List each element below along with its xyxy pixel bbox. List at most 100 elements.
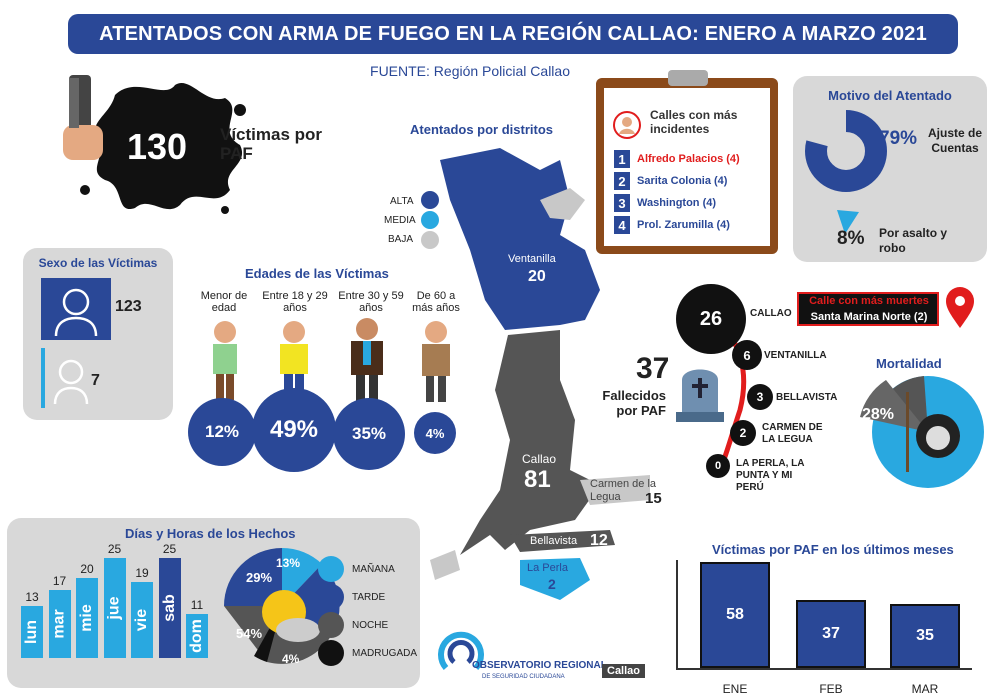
day-bar-dom: dom [186,614,208,658]
youth-figure-icon [272,318,316,408]
day-bar-mar: mar [48,590,71,658]
day-value-lun: 13 [25,590,39,604]
motivo-pct-1: 8% [837,228,865,249]
fall-dot-4: 0 [706,454,730,478]
hours-legend-2: NOCHE [318,612,388,638]
logo-name: OBSERVATORIO REGIONAL [472,660,607,671]
tombstone-icon [672,358,728,429]
fall-label-3: CARMEN DE LA LEGUA [762,422,823,445]
calles-clipboard [596,70,778,254]
fall-dot-1: 6 [732,340,762,370]
elder-figure-icon [416,318,456,408]
person-pin-icon [612,110,642,145]
logo-sub: DE SEGURIDAD CIUDADANA [482,674,565,680]
bar-label-ene: ENE [722,682,748,696]
fall-label-0: CALLAO [750,308,792,319]
adult-figure-icon [345,315,389,408]
district-name-callao: Callao [522,452,557,466]
motivo-label-0: Ajuste de Cuentas [927,126,982,155]
day-bar-mie: mie [76,578,98,658]
mortalidad-pct: 28% [862,406,895,423]
mortalidad-pie [856,372,986,497]
bar-label-mar: MAR [911,682,939,696]
day-value-jue: 25 [107,542,122,556]
calles-list: 1 Alfredo Palacios (4) 2 Sarita Colonia (4… [614,148,740,236]
distritos-title: Atentados por distritos [410,122,554,137]
day-bar-vie: vie [131,582,153,658]
dias-title: Días y Horas de los Hechos [125,526,296,541]
motivo-label-1: Por asalto y robo [879,226,948,255]
motivo-donut [801,106,891,201]
calles-title: Calles con más incidentes [650,108,738,136]
logo-tag: Callao [602,664,646,678]
fallecidos-label: Fallecidos por PAF [602,388,666,418]
day-value-vie: 19 [135,566,149,580]
district-value-carmen: 15 [645,490,662,507]
day-value-dom: 11 [190,598,204,612]
day-bar-sab: sab [158,558,181,658]
gun-splash-icon [55,70,255,220]
victims-label: Víctimas por PAF [220,125,323,163]
age-pct-2: 35% [333,398,405,470]
bar-label-feb: FEB [819,682,843,696]
fall-label-1: VENTANILLA [764,350,827,361]
bar-feb: 37 [796,600,866,668]
district-value-laperla: 2 [548,576,556,592]
district-name-ventanilla: Ventanilla [508,253,556,265]
age-label-1: Entre 18 y 29 años [262,290,328,314]
age-label-0: Menor de edad [200,290,248,314]
chart-title: Víctimas por PAF en los últimos meses [712,542,954,557]
motivo-wedge [833,206,863,241]
bar-mar: 35 [890,603,960,668]
female-count: 7 [91,372,100,389]
hours-legend-0: MAÑANA [318,556,395,582]
day-value-sab: 25 [162,542,177,556]
hours-pct-noche: 54% [236,626,263,641]
street-death-name: Santa Marina Norte (2) [810,311,928,323]
child-figure-icon [205,318,245,408]
legend-dots [418,190,444,259]
motivo-panel: Motivo del Atentado 79% Ajuste de Cuenta… [793,76,987,262]
hours-legend-1: TARDE [318,584,385,610]
age-label-2: Entre 30 y 59 años [338,290,404,314]
sexo-panel: Sexo de las Víctimas 123 7 [23,248,173,420]
street-row: 3 Washington (4) [614,192,740,214]
sexo-title: Sexo de las Víctimas [38,256,158,270]
fall-dot-0: 26 [676,284,746,354]
motivo-pct-0: 79% [879,128,918,149]
page-title: ATENTADOS CON ARMA DE FUEGO EN LA REGIÓN… [68,14,958,54]
day-value-mar: 17 [52,574,67,588]
fall-label-4: LA PERLA, LA PUNTA Y MI PERÚ [736,458,805,493]
source-text: FUENTE: Región Policial Callao [370,63,570,79]
district-name-laperla: La Perla [527,562,568,574]
age-pct-1: 49% [252,388,336,472]
chart-axis-line [676,668,972,670]
clip-icon [668,70,708,86]
hours-pct-madrugada: 4% [282,652,300,666]
legend-baja: BAJA [388,234,414,245]
dias-panel: Días y Horas de los Hechos [7,518,420,688]
district-value-bellavista: 12 [590,532,608,549]
legend-alta: ALTA [390,196,414,207]
fallecidos-count: 37 [636,352,670,385]
chart-axis-side [676,560,678,670]
day-bar-jue: jue [103,558,126,658]
street-death-box [797,292,939,326]
district-value-ventanilla: 20 [528,268,546,285]
age-pct-0: 12% [188,398,256,466]
victims-count: 130 [126,126,188,167]
age-label-3: De 60 a más años [412,290,460,314]
observatorio-logo [436,628,486,683]
edades-title: Edades de las Víctimas [245,266,389,281]
street-death-title: Calle con más muertes [809,295,929,307]
hours-pct-tarde: 29% [246,570,273,585]
district-value-callao: 81 [524,466,551,493]
mortalidad-title: Mortalidad [876,356,942,371]
map-pin-icon [944,286,976,335]
age-pct-3: 4% [414,412,456,454]
male-count: 123 [115,298,142,315]
street-row: 4 Prol. Zarumilla (4) [614,214,740,236]
street-row: 2 Sarita Colonia (4) [614,170,740,192]
hours-pct-manana: 13% [276,556,301,570]
street-row: 1 Alfredo Palacios (4) [614,148,740,170]
